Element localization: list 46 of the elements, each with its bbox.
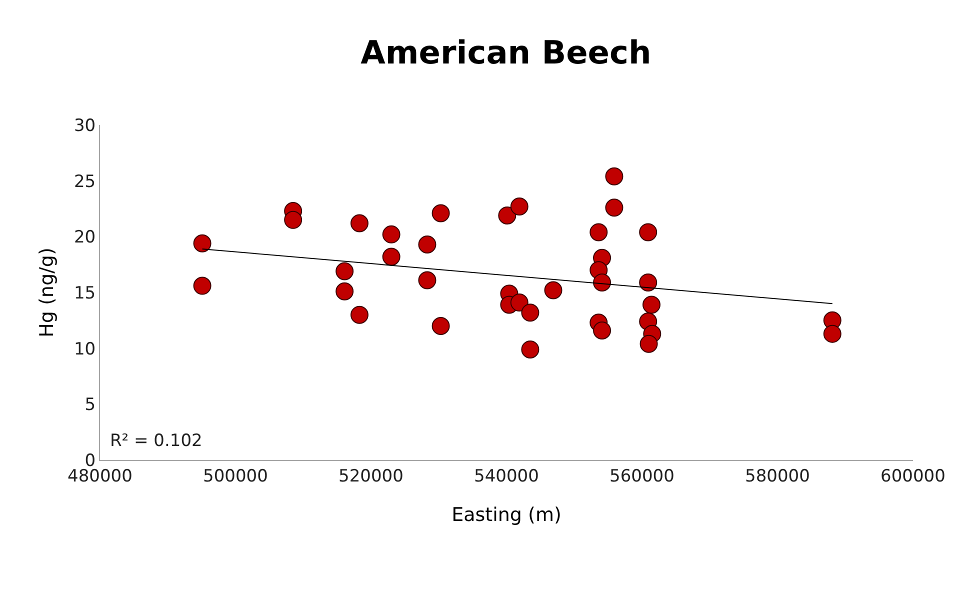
point (350, 214, 368, 232)
point (823, 324, 842, 343)
y-tick-label: 5 (84, 395, 96, 416)
y-axis-title: Hg (ng/g) (36, 248, 58, 338)
chart-title: American Beech (360, 34, 652, 72)
point (590, 223, 608, 242)
x-tick-label: 520000 (338, 466, 404, 486)
point (510, 198, 528, 216)
point (284, 210, 302, 229)
y-tick-label: 20 (74, 228, 96, 248)
point (418, 271, 436, 290)
y-tick-label: 10 (74, 339, 96, 360)
x-tick-label: 480000 (68, 466, 132, 486)
point (336, 282, 354, 300)
point (193, 276, 212, 295)
y-tick-label: 15 (74, 283, 96, 304)
point (593, 273, 612, 292)
x-tick-label: 540000 (474, 466, 539, 486)
x-tick-label: 600000 (880, 466, 946, 486)
point (521, 340, 540, 358)
x-axis-title: Easting (m) (452, 504, 562, 526)
x-tick-label: 580000 (745, 466, 810, 486)
point (605, 167, 624, 186)
point (593, 321, 612, 340)
point (639, 273, 658, 292)
y-tick-label: 30 (74, 116, 96, 136)
point (382, 248, 400, 266)
x-tick-label: 500000 (203, 466, 268, 486)
point (432, 204, 450, 222)
point (432, 317, 450, 335)
point (382, 225, 400, 244)
point (642, 296, 660, 314)
point (350, 306, 368, 324)
point (498, 206, 516, 224)
point (510, 294, 528, 312)
point (521, 304, 540, 322)
point (605, 198, 624, 217)
annotation: R² = 0.102 (110, 431, 202, 451)
point (193, 234, 212, 252)
point (640, 334, 658, 353)
point (418, 235, 436, 254)
point (639, 223, 658, 242)
y-tick-label: 25 (74, 172, 96, 192)
point (544, 281, 562, 300)
point (336, 262, 354, 280)
x-tick-label: 560000 (610, 466, 674, 486)
